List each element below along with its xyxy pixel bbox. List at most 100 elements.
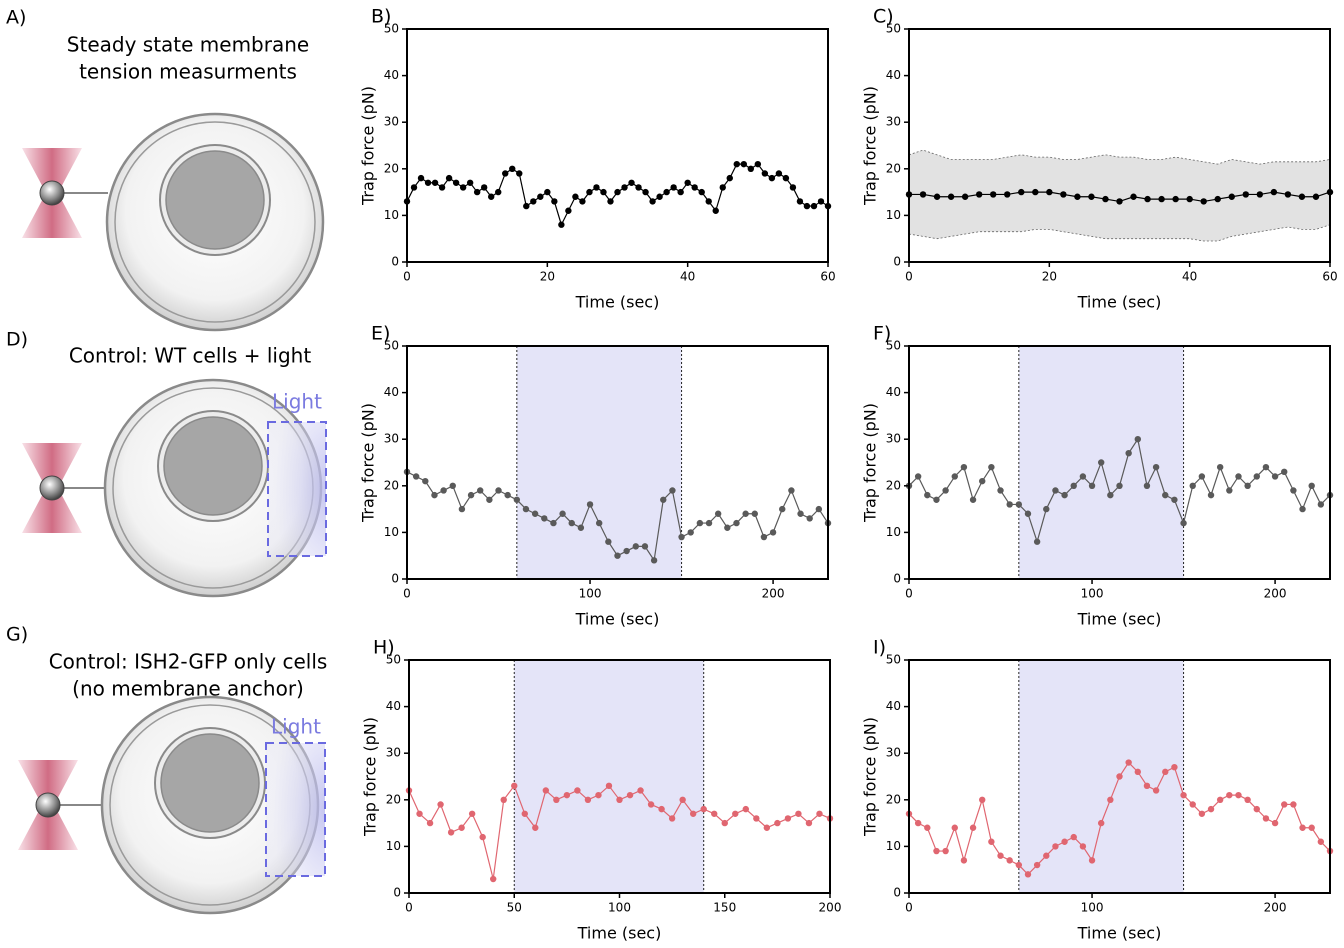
data-point [733, 160, 740, 168]
data-point [542, 787, 550, 794]
data-point [816, 810, 823, 817]
data-point [724, 524, 731, 531]
data-point [806, 515, 813, 522]
x-tick-label: 40 [1182, 270, 1197, 284]
data-point [698, 188, 705, 196]
data-point [1180, 519, 1187, 527]
data-point [1144, 195, 1151, 203]
panel-label: H) [373, 637, 395, 659]
y-tick-label: 0 [391, 255, 399, 269]
data-point [632, 543, 640, 550]
data-point [649, 198, 656, 205]
data-point [1186, 195, 1193, 203]
data-point [1060, 191, 1067, 198]
diagram-title: (no membrane anchor) [72, 677, 304, 701]
data-point [607, 198, 614, 205]
y-tick-label: 50 [886, 339, 901, 353]
cell [105, 112, 325, 332]
data-point [1242, 191, 1250, 198]
data-point [1312, 193, 1320, 200]
data-point [1317, 838, 1325, 845]
data-point [1074, 193, 1081, 200]
y-tick-label: 20 [386, 792, 401, 806]
data-point [1308, 824, 1315, 831]
data-point [775, 170, 783, 177]
panel-label: B) [371, 6, 391, 28]
data-point [1270, 188, 1278, 196]
data-point [559, 510, 566, 517]
data-point [600, 188, 607, 196]
y-tick-label: 50 [384, 22, 399, 36]
data-point [1290, 801, 1297, 808]
data-point [500, 796, 507, 803]
data-point [565, 207, 572, 214]
panel-label: E) [371, 323, 390, 345]
data-point [726, 174, 733, 182]
panel-label: F) [873, 323, 891, 345]
data-point [669, 487, 676, 494]
data-point [774, 819, 781, 827]
data-point [605, 782, 613, 790]
data-point [795, 810, 802, 817]
data-point [1070, 482, 1077, 489]
data-point [979, 477, 986, 485]
data-point [426, 819, 434, 827]
y-tick-label: 0 [893, 572, 901, 586]
data-point [1317, 501, 1325, 508]
data-point [1116, 198, 1123, 205]
panel-label: I) [873, 637, 886, 659]
data-point [1171, 763, 1178, 771]
data-point [1262, 463, 1270, 471]
data-point [626, 791, 634, 799]
data-point [486, 496, 493, 503]
light-region [265, 742, 326, 877]
y-axis-label: Trap force (pN) [359, 86, 378, 206]
data-point [412, 473, 420, 480]
data-point [1180, 791, 1187, 799]
data-point [1097, 819, 1105, 827]
data-point [733, 519, 740, 527]
data-point [924, 491, 931, 499]
y-axis-label: Trap force (pN) [361, 717, 380, 837]
band-edge [908, 224, 1331, 242]
data-point [522, 505, 530, 513]
data-point [437, 801, 444, 808]
data-point [504, 491, 511, 499]
y-tick-label: 30 [886, 746, 901, 760]
data-point [1216, 463, 1224, 471]
x-tick-label: 0 [905, 587, 913, 601]
data-point [650, 557, 658, 564]
y-tick-label: 20 [384, 161, 399, 175]
y-tick-label: 40 [886, 385, 901, 399]
data-point [1015, 501, 1023, 508]
data-point [656, 193, 663, 200]
data-point [751, 510, 758, 517]
data-point [479, 833, 486, 841]
data-point [1281, 801, 1288, 808]
data-point [1290, 487, 1297, 494]
data-point [796, 198, 804, 205]
data-point [684, 179, 691, 186]
data-point [628, 179, 635, 186]
x-axis-label: Time (sec) [575, 610, 660, 629]
data-point [621, 184, 628, 191]
data-point [509, 165, 516, 172]
x-tick-label: 50 [507, 901, 522, 915]
data-point [914, 819, 922, 827]
x-axis-label: Time (sec) [577, 924, 662, 943]
data-point [584, 796, 592, 803]
data-point [779, 505, 786, 513]
data-point [1006, 501, 1013, 508]
data-point [440, 487, 447, 494]
y-tick-label: 40 [386, 699, 401, 713]
data-point [1299, 505, 1306, 513]
y-tick-label: 10 [384, 208, 399, 222]
data-point [1088, 857, 1096, 864]
panel-label: D) [6, 329, 28, 351]
data-point [789, 184, 797, 191]
data-point [647, 801, 655, 808]
x-tick-label: 40 [680, 270, 695, 284]
x-tick-label: 60 [1322, 270, 1337, 284]
data-point [541, 515, 548, 522]
data-point [452, 179, 460, 186]
